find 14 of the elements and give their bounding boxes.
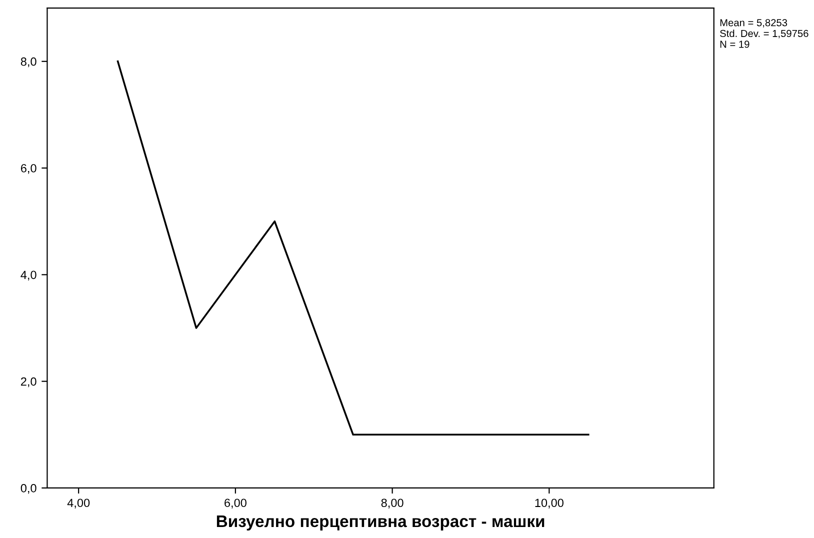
line-series xyxy=(116,60,590,436)
y-tick-label: 8,0 xyxy=(20,57,36,68)
text: Mean = 5,8253 xyxy=(720,19,788,28)
x-tick-label: 6,00 xyxy=(224,498,246,508)
x-tick-label: 10,00 xyxy=(535,498,564,508)
text: N = 19 xyxy=(720,40,750,48)
x-axis-title: Визуелно перцептивна возраст - машки xyxy=(216,516,544,530)
y-tick-label: 4,0 xyxy=(20,270,36,280)
y-tick-label: 6,0 xyxy=(20,164,36,174)
text: Std. Dev. = 1,59756 xyxy=(720,30,808,38)
x-tick-label: 4,00 xyxy=(67,498,90,508)
y-tick-label: 0,0 xyxy=(20,484,36,494)
y-tick-label: 2,0 xyxy=(20,377,36,388)
x-tick-label: 8,00 xyxy=(381,498,404,508)
